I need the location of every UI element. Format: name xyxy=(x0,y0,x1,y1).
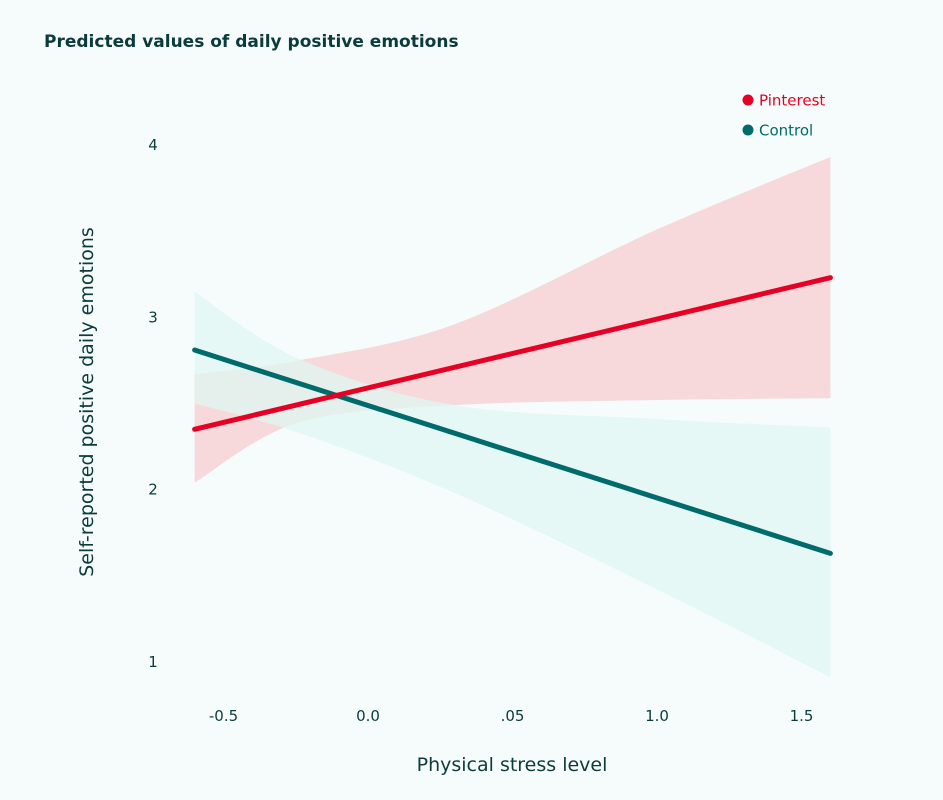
x-axis-label: Physical stress level xyxy=(417,754,608,776)
x-tick-label: 0.0 xyxy=(356,707,380,725)
y-tick-label: 1 xyxy=(148,653,158,671)
legend-label-control: Control xyxy=(759,122,813,140)
legend-marker-pinterest xyxy=(742,94,754,106)
chart-title: Predicted values of daily positive emoti… xyxy=(44,32,459,52)
ci-band-control xyxy=(194,291,831,678)
y-tick-label: 3 xyxy=(148,308,158,326)
y-axis-label: Self-reported positive daily emotions xyxy=(76,227,98,577)
series-line-pinterest xyxy=(192,275,833,432)
x-tick-label: .05 xyxy=(501,707,525,725)
x-tick-label: 1.0 xyxy=(645,707,669,725)
x-tick-label: 1.5 xyxy=(790,707,814,725)
legend-label-pinterest: Pinterest xyxy=(759,92,825,110)
y-tick-label: 2 xyxy=(148,481,158,499)
series-line-control xyxy=(192,347,833,556)
y-tick-label: 4 xyxy=(148,136,158,154)
x-tick-label: -0.5 xyxy=(209,707,238,725)
legend-marker-control xyxy=(742,124,754,136)
